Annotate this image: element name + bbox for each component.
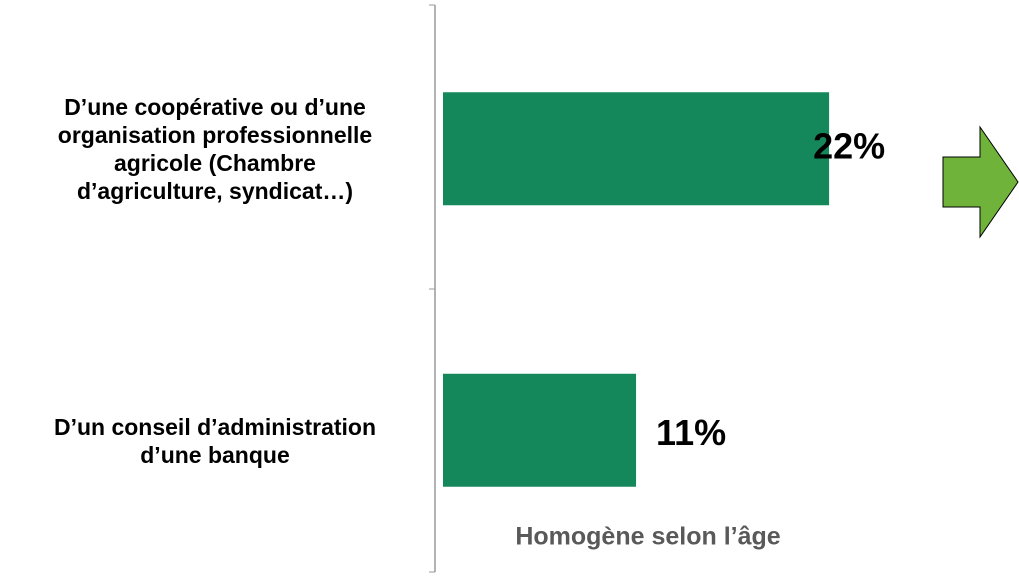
bar	[443, 373, 637, 487]
bar	[443, 92, 830, 206]
value-label: 22%	[813, 125, 885, 166]
value-label: 11%	[656, 412, 726, 453]
category-label: D’une coopérative ou d’une organisation …	[57, 93, 373, 204]
category-label: D’un conseil d’administration d’une banq…	[53, 414, 377, 469]
annotation: Homogène selon l’âge	[515, 523, 780, 551]
arrow	[942, 125, 1019, 239]
